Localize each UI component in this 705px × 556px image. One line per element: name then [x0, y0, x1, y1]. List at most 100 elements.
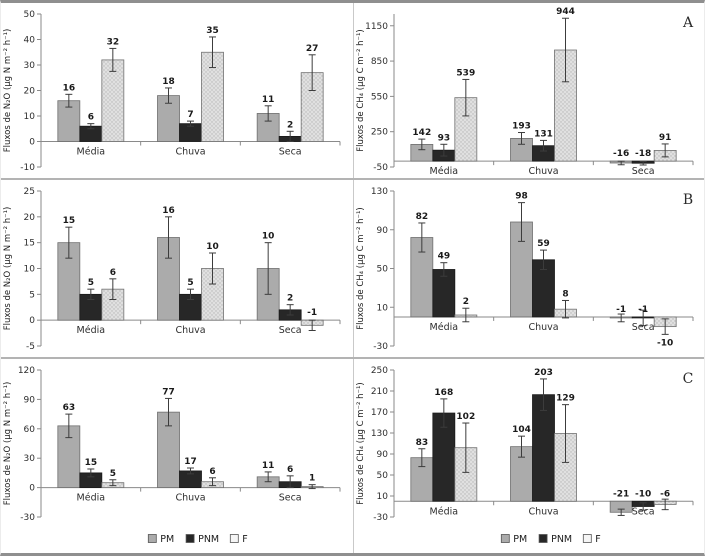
value-label-PNM-Seca: -1: [638, 305, 648, 315]
category-label-média: Média: [77, 325, 106, 336]
error-bar-PNM-Média: [440, 262, 448, 277]
chart-ch4-c: -30 10 50 90 130 170 210 250 Fluxos de CH₄ (µg C…: [353, 359, 704, 553]
legend-label-pnm: PNM: [198, 534, 219, 545]
value-label-PNM-Chuva: 131: [534, 129, 553, 139]
panel-letter-c: C: [683, 371, 694, 387]
category-label-seca: Seca: [632, 506, 655, 517]
value-label-PM-Chuva: 193: [512, 122, 531, 132]
error-bar-PNM-Chuva: [187, 120, 194, 127]
category-label-seca: Seca: [632, 322, 655, 333]
error-bar-PM-Média: [418, 448, 426, 468]
y-tick-label: 1150: [365, 22, 388, 32]
error-bar-PM-Média: [65, 226, 73, 259]
y-tick-label: 0: [29, 484, 35, 494]
value-label-F-Média: 2: [463, 297, 469, 307]
value-label-PM-Seca: 11: [262, 95, 275, 105]
error-bar-F-Chuva: [209, 252, 216, 285]
y-tick-label: -10: [20, 163, 35, 173]
error-bar-F-Seca: [308, 319, 316, 331]
chart-svg-ch4-b: -30 10 50 90 130 Fluxos de CH₄ (µg C m⁻² h⁻¹)…: [356, 187, 694, 352]
y-tick-label: 10: [377, 303, 389, 313]
category-label-chuva: Chuva: [528, 506, 558, 517]
value-label-PNM-Chuva: 59: [537, 239, 550, 249]
error-bar-PM-Média: [65, 93, 73, 108]
y-tick-label: -50: [373, 163, 388, 173]
bar-F-Média: [101, 59, 125, 142]
y-tick-label: 850: [371, 57, 388, 67]
legend-label-f: F: [595, 534, 600, 545]
error-bar-PNM-Seca: [639, 502, 647, 511]
error-bar-F-Média: [462, 78, 470, 117]
error-bar-PM-Seca: [264, 105, 272, 122]
y-tick-label: 170: [371, 408, 388, 418]
error-bar-PM-Chuva: [518, 435, 525, 458]
y-tick-label: 90: [24, 395, 36, 405]
value-label-PNM-Média: 93: [438, 133, 451, 143]
y-tick-label: 10: [24, 112, 36, 122]
value-label-F-Chuva: 129: [556, 394, 575, 404]
panel-letter-b: B: [683, 192, 693, 208]
error-bar-PNM-Seca: [286, 304, 294, 316]
error-bar-F-Média: [462, 307, 470, 323]
error-bar-PNM-Chuva: [540, 139, 547, 152]
error-bar-PNM-Chuva: [187, 288, 194, 300]
y-tick-label: 20: [24, 213, 36, 223]
figure-row-a: -10 0 10 20 30 40 50 Fluxos de N₂O (µg N m⁻² h⁻…: [1, 3, 704, 180]
error-bar-F-Seca: [661, 318, 669, 335]
value-label-PNM-Média: 15: [85, 458, 98, 468]
category-label-seca: Seca: [279, 325, 302, 336]
value-label-PNM-Chuva: 203: [534, 368, 553, 378]
value-label-F-Seca: -10: [657, 338, 673, 348]
y-axis-title: Fluxos de N₂O (µg N m⁻² h⁻¹): [3, 207, 13, 331]
value-label-F-Chuva: 35: [206, 26, 219, 36]
y-tick-label: -30: [373, 342, 388, 352]
y-tick-label: 40: [24, 36, 36, 46]
value-label-PM-Média: 15: [63, 216, 76, 226]
error-bar-F-Chuva: [562, 17, 569, 83]
error-bar-PM-Média: [418, 138, 426, 151]
value-label-PNM-Seca: -10: [635, 489, 651, 499]
y-axis-title: Fluxos de CH₄ (µg C m⁻² h⁻¹): [356, 207, 366, 329]
legend: PM PNM F: [500, 534, 601, 545]
error-bar-PNM-Chuva: [540, 378, 547, 411]
y-axis-title: Fluxos de CH₄ (µg C m⁻² h⁻¹): [356, 382, 366, 504]
error-bar-PM-Seca: [617, 508, 625, 516]
y-tick-label: 0: [29, 138, 35, 148]
category-label-chuva: Chuva: [528, 166, 558, 177]
legend-swatch-pnm: [538, 534, 548, 543]
value-label-PNM-Chuva: 5: [187, 278, 193, 288]
y-tick-label: 50: [377, 265, 389, 275]
value-label-PNM-Média: 49: [438, 252, 451, 262]
error-bar-F-Chuva: [562, 404, 569, 463]
value-label-F-Média: 102: [456, 412, 475, 422]
category-label-média: Média: [77, 493, 106, 504]
chart-svg-n2o-c: -30 0 30 60 90 120 Fluxos de N₂O (µg N m⁻² h⁻¹…: [3, 366, 341, 545]
chart-n2o-b: -5 0 5 10 15 20 25 Fluxos de N₂O (µg N m⁻² h⁻¹)…: [1, 180, 353, 357]
category-label-média: Média: [430, 506, 459, 517]
y-axis-title: Fluxos de CH₄ (µg C m⁻² h⁻¹): [356, 29, 366, 151]
error-bar-PNM-Média: [87, 288, 95, 300]
y-tick-label: 90: [377, 450, 389, 460]
chart-svg-ch4-c: -30 10 50 90 130 170 210 250 Fluxos de CH₄ (µg C…: [356, 366, 694, 545]
legend-swatch-f: [582, 534, 592, 543]
y-tick-label: 50: [377, 471, 389, 481]
value-label-F-Média: 6: [110, 268, 116, 278]
y-tick-label: 550: [371, 92, 388, 102]
error-bar-F-Chuva: [209, 477, 216, 487]
value-label-F-Média: 32: [107, 37, 120, 47]
y-tick-label: 60: [24, 425, 36, 435]
error-bar-F-Chuva: [562, 299, 569, 319]
value-label-F-Seca: -1: [307, 308, 317, 318]
legend-label-f: F: [242, 534, 247, 545]
chart-ch4-a: -50 250 550 850 1150 Fluxos de CH₄ (µg C m⁻² …: [353, 3, 704, 178]
error-bar-F-Média: [109, 479, 117, 487]
y-tick-label: 90: [377, 226, 389, 236]
error-bar-PM-Média: [65, 413, 73, 439]
value-label-PM-Média: 16: [63, 83, 76, 93]
panel-letter-a: A: [682, 15, 694, 31]
value-label-PNM-Média: 5: [88, 278, 94, 288]
y-tick-label: -30: [373, 513, 388, 523]
legend-swatch-pm: [500, 534, 510, 543]
error-bar-PNM-Média: [87, 468, 95, 478]
